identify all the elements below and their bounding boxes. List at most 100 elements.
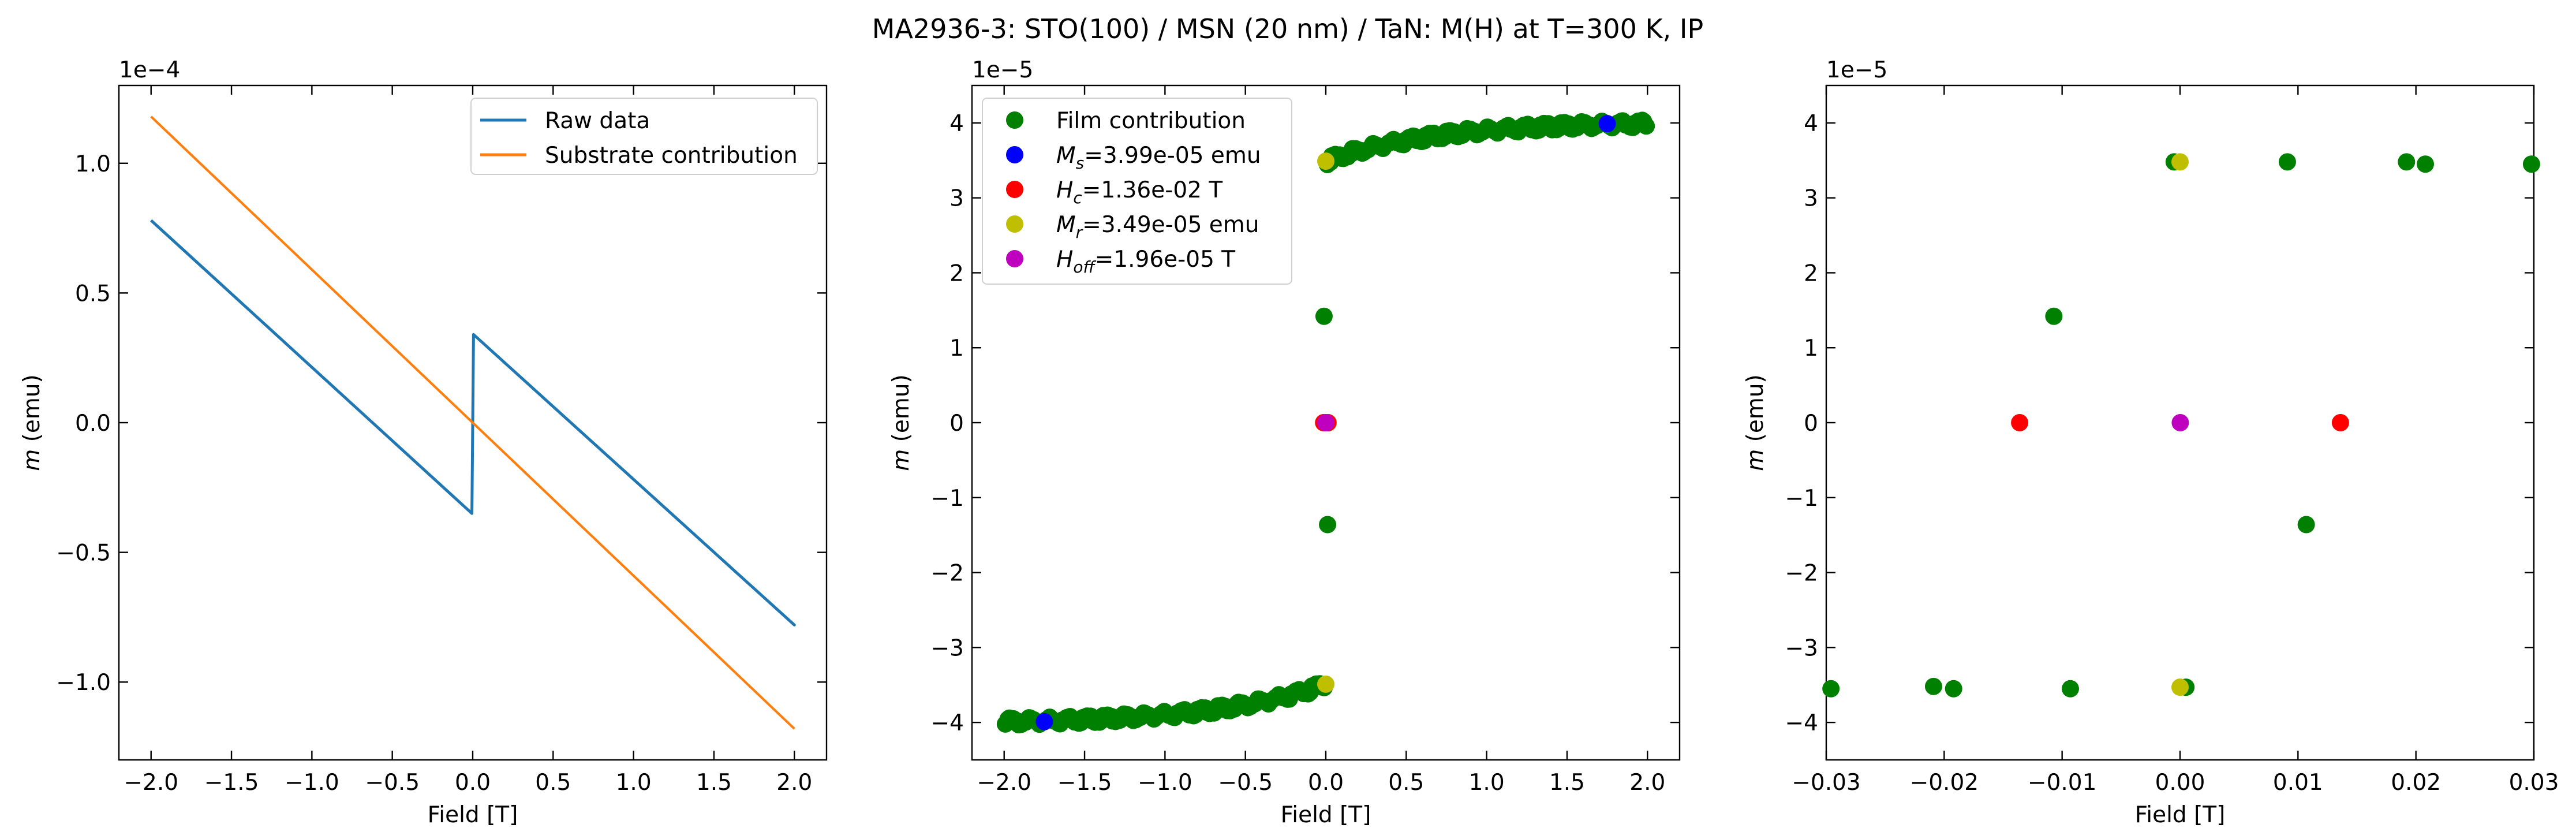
y-tick-label: 3 [949,186,964,212]
y-tick-label: 3 [1804,186,1818,212]
x-tick-label: −1.0 [285,770,339,796]
x-axis-label: Field [T] [2135,802,2226,828]
x-tick-label: −0.5 [1218,770,1273,796]
series-1 [1035,115,1616,730]
y-tick-label: −4 [931,710,964,736]
legend-label: Hoff=1.96e-05 T [1056,247,1235,277]
marker-point [2398,153,2416,171]
x-axis-label: Field [T] [1281,802,1371,828]
y-tick-label: 1.0 [75,151,111,177]
y-tick-label: 4 [1804,111,1818,137]
y-axis-label: m (emu) [19,374,45,471]
legend-label: Substrate contribution [545,143,798,169]
marker-point [1035,713,1053,730]
x-tick-label: −1.0 [1138,770,1192,796]
x-tick-label: 0.5 [1388,770,1424,796]
marker-point [1822,680,1840,698]
marker-point [1945,680,1962,698]
x-tick-label: −1.5 [1057,770,1112,796]
y-tick-label: 0 [1804,411,1818,437]
marker-point [1317,414,1335,431]
x-tick-label: 0.02 [2391,770,2441,796]
axis-offset-text: 1e−4 [119,57,180,83]
legend-label: Ms=3.99e-05 emu [1056,143,1261,173]
marker-point [2331,414,2349,431]
legend-marker [1006,146,1023,163]
legend-marker [1006,181,1023,198]
zoomed-film-panel: −0.03 −0.02 −0.01 0.00 0.01 0.02 0.03 −4 −3 −2 −1 0… [1743,57,2559,828]
axis-offset-text: 1e−5 [1826,57,1887,83]
y-tick-label: 1 [949,335,964,361]
legend-marker [1006,250,1023,267]
legend-box [470,98,818,175]
marker-point [2297,516,2315,534]
marker-point [2011,414,2029,431]
legend-label: Mr=3.49e-05 emu [1056,212,1259,242]
x-tick-label: 1.5 [696,770,732,796]
marker-point [1924,677,1942,695]
marker-point [2171,414,2189,431]
y-tick-label: 0.0 [75,411,111,437]
figure-title: MA2936-3: STO(100) / MSN (20 nm) / TaN: … [872,13,1703,44]
marker-point [1317,152,1334,170]
legend-label: Film contribution [1056,108,1246,134]
series-3 [2171,414,2189,431]
y-axis-label: m (emu) [888,374,914,471]
y-tick-label: −4 [1785,710,1819,736]
x-tick-label: 0.00 [2155,770,2205,796]
y-tick-label: −0.5 [56,540,111,566]
y-tick-label: −3 [1785,635,1819,661]
legend: Raw data Substrate contribution [470,98,818,175]
substrate-line [150,115,795,730]
legend-label: Hc=1.36e-02 T [1056,177,1222,207]
y-tick-label: −1 [931,486,964,512]
y-tick-label: −1.0 [56,670,111,696]
marker-point [2522,155,2540,173]
legend: Film contribution Ms=3.99e-05 emu Hc=1.36e… [982,98,1292,285]
y-tick-label: 2 [1804,260,1818,286]
x-tick-label: −0.01 [2028,770,2097,796]
marker-point [2171,153,2189,171]
marker-point [2417,155,2435,173]
marker-point [2045,307,2063,325]
series-2 [2171,153,2189,696]
x-tick-label: 1.0 [616,770,652,796]
marker-point [1317,675,1334,693]
x-tick-label: 1.0 [1469,770,1505,796]
x-tick-label: −0.03 [1792,770,1861,796]
raw-data-panel: −2.0 −1.5 −1.0 −0.5 0.0 0.5 1.0 1.5 2.0 −1.0 −0.5 0… [19,57,828,828]
x-tick-label: 0.01 [2273,770,2323,796]
x-tick-label: 1.5 [1549,770,1585,796]
y-tick-label: 1 [1804,335,1818,361]
y-tick-label: 0 [949,411,964,437]
legend-marker [1006,215,1023,233]
x-tick-label: 0.0 [1308,770,1344,796]
series-3 [1317,152,1334,693]
x-tick-label: −0.02 [1910,770,1979,796]
axis-offset-text: 1e−5 [972,57,1033,83]
x-tick-label: −2.0 [124,770,178,796]
x-tick-label: −2.0 [977,770,1031,796]
series-4 [1317,414,1335,431]
x-tick-label: 0.0 [455,770,491,796]
y-tick-label: 2 [949,260,964,286]
y-tick-label: 0.5 [75,281,111,307]
y-axis-label: m (emu) [1743,374,1769,471]
y-tick-label: −1 [1785,486,1819,512]
x-tick-label: 2.0 [776,770,812,796]
marker-point [1598,115,1616,133]
marker-point [2171,678,2189,696]
marker-point [2061,680,2079,698]
legend-marker [1006,111,1023,129]
y-tick-label: −2 [1785,561,1819,587]
x-tick-label: 0.5 [535,770,571,796]
marker-point [1319,516,1337,534]
legend-box [982,98,1292,285]
x-tick-label: 0.03 [2509,770,2559,796]
y-tick-label: −3 [931,635,964,661]
raw-data-line [150,219,796,627]
marker-point [1315,307,1333,325]
marker-point [2278,153,2296,171]
y-tick-label: −2 [931,561,964,587]
